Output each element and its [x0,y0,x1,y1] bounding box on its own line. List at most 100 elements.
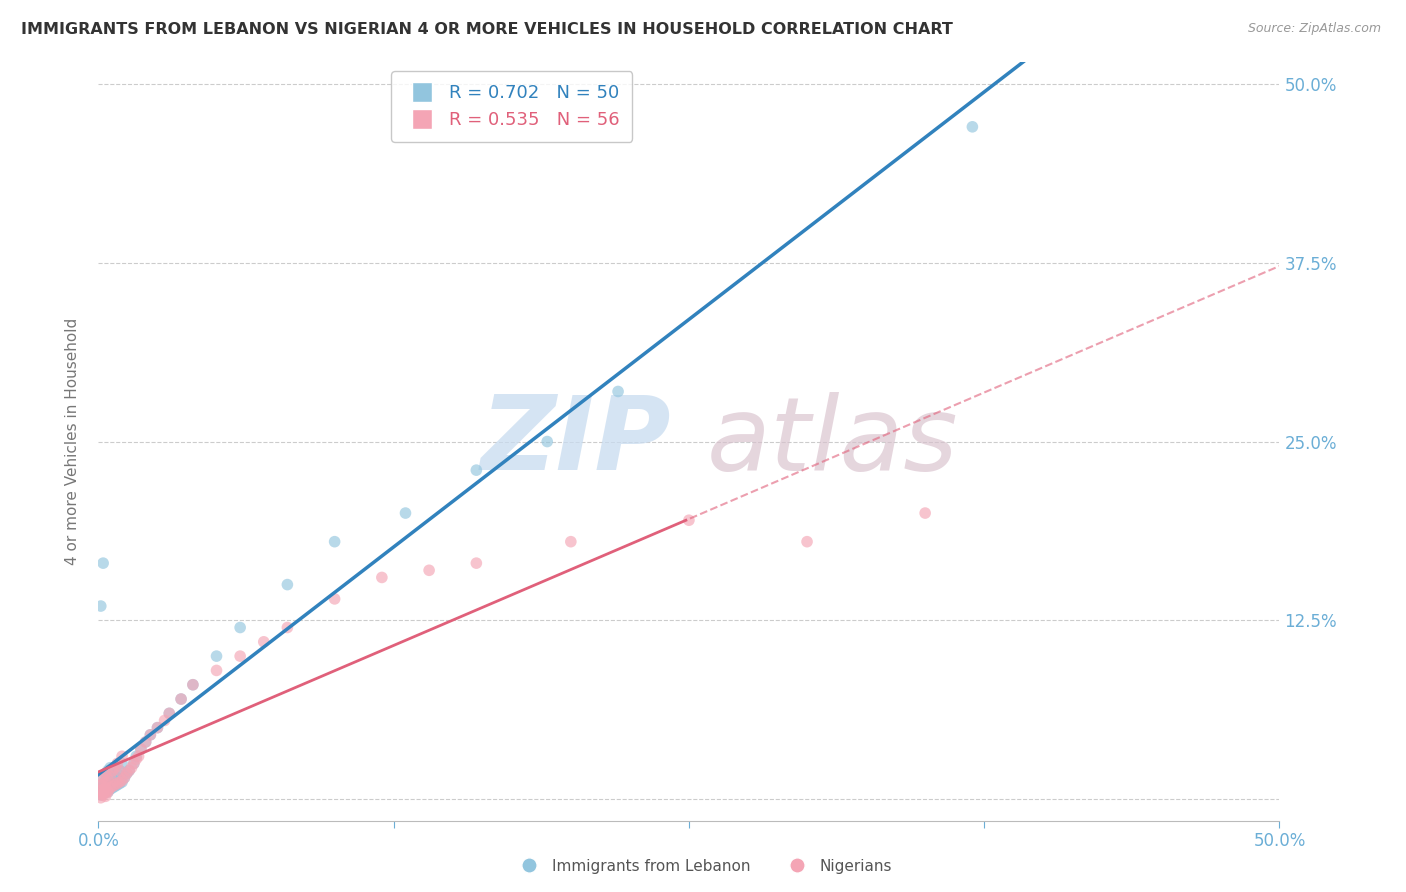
Text: Source: ZipAtlas.com: Source: ZipAtlas.com [1247,22,1381,36]
Point [115,766,138,780]
Point [104,769,127,783]
Point [91,771,114,785]
Point [125,752,148,766]
Point [98,761,121,775]
Point [94,780,117,794]
Point [170,692,193,706]
Point [157,706,180,721]
Point [135,735,157,749]
Point [91,778,114,792]
Point [139,728,162,742]
Point [181,678,204,692]
Point [536,434,558,449]
Point [229,649,252,664]
Point [170,692,193,706]
Point [94,766,117,780]
Point [90,780,112,795]
Point [91,782,114,797]
Point [139,728,162,742]
Point [98,780,121,795]
Point [101,764,124,778]
Point [135,735,157,749]
Point [153,714,176,728]
Point [91,782,114,797]
Point [253,635,276,649]
Point [111,749,134,764]
Point [98,775,121,789]
Point [101,780,124,794]
Point [205,664,228,678]
Point [146,721,169,735]
Point [229,620,252,634]
Point [105,766,128,780]
Point [104,780,127,794]
Point [112,771,135,785]
Point [91,556,114,570]
Point [678,513,700,527]
Legend: Immigrants from Lebanon, Nigerians: Immigrants from Lebanon, Nigerians [508,853,898,880]
Point [205,649,228,664]
Point [118,764,141,778]
Point [90,790,112,805]
Point [796,534,818,549]
Point [394,506,416,520]
Point [323,534,346,549]
Point [128,749,150,764]
Point [94,775,117,789]
Point [560,534,582,549]
Point [97,776,120,790]
Point [105,778,128,792]
Point [418,563,440,577]
Point [98,769,121,783]
Point [157,706,180,721]
Point [108,764,131,778]
Point [90,599,112,613]
Point [465,463,488,477]
Point [94,780,117,795]
Point [105,776,128,790]
Point [94,773,117,788]
Point [94,785,117,799]
Point [105,756,128,771]
Point [97,764,120,778]
Point [94,789,117,804]
Point [101,780,124,795]
Point [94,783,117,797]
Point [607,384,630,399]
Point [122,756,145,771]
Point [962,120,984,134]
Point [91,787,114,801]
Point [90,788,112,802]
Point [181,678,204,692]
Point [118,764,141,778]
Point [276,620,298,634]
Point [115,766,138,780]
Point [125,749,148,764]
Point [108,776,131,790]
Point [90,785,112,799]
Point [104,778,127,792]
Point [97,772,120,786]
Point [914,506,936,520]
Point [121,761,143,775]
Text: ZIP: ZIP [481,391,671,492]
Point [90,783,112,797]
Point [94,766,117,780]
Point [90,788,112,802]
Point [111,775,134,789]
Point [122,756,145,771]
Point [112,771,135,785]
Point [111,773,134,788]
Point [91,787,114,801]
Y-axis label: 4 or more Vehicles in Household: 4 or more Vehicles in Household [65,318,80,566]
Text: atlas: atlas [707,392,957,491]
Point [91,771,114,785]
Point [276,577,298,591]
Point [90,778,112,792]
Point [91,776,114,790]
Point [98,782,121,797]
Point [91,788,114,802]
Point [108,775,131,789]
Point [97,783,120,797]
Point [111,756,134,771]
